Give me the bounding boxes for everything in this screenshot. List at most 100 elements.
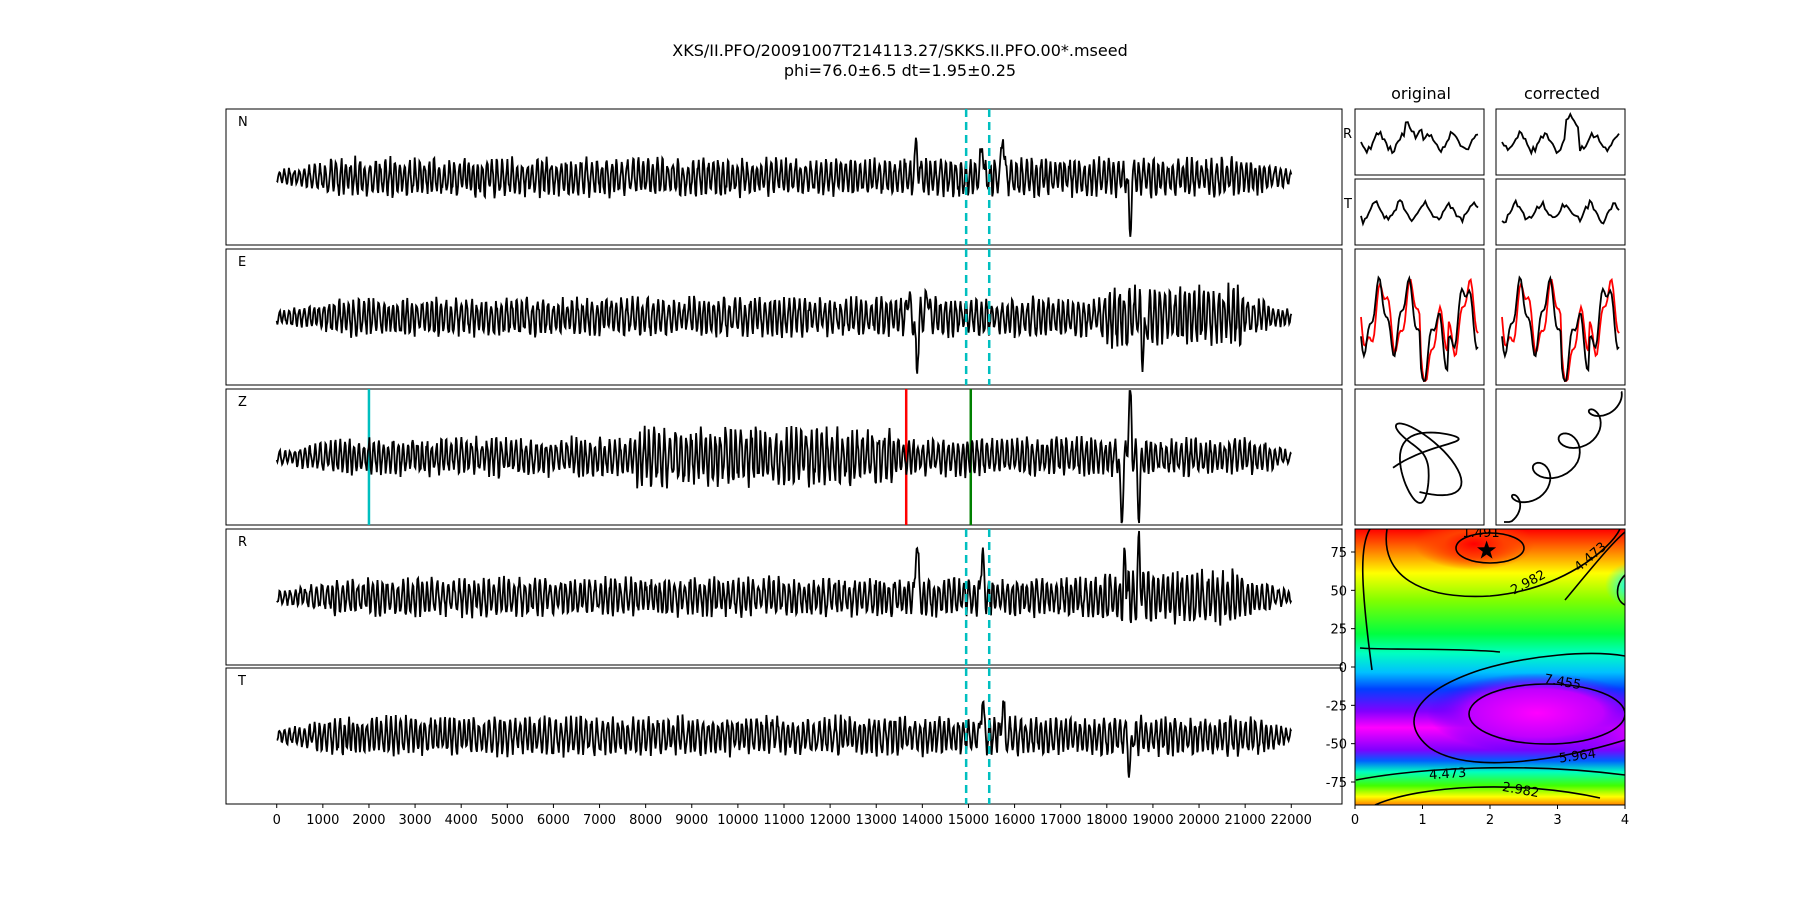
es-x-tick-label: 4 <box>1621 813 1629 828</box>
column-title-original: original <box>1391 84 1451 103</box>
contour-line <box>1616 574 1625 606</box>
x-tick-label: 6000 <box>537 813 570 828</box>
contour-label: 4.473 <box>1429 766 1467 784</box>
x-tick-label: 5000 <box>491 813 524 828</box>
waveform-x-axis: 0 1000 2000 3000 4000 5000 6000 7000 8000 9000 100… <box>273 804 1312 828</box>
x-tick-label: 0 <box>273 813 281 828</box>
small-panel-frame <box>1354 178 1485 246</box>
contour-line <box>1361 529 1373 671</box>
small-panel <box>1354 178 1485 246</box>
trace-label: T <box>237 674 246 689</box>
x-tick-label: 1000 <box>306 813 339 828</box>
x-tick-label: 15000 <box>948 813 989 828</box>
contour-line <box>1468 683 1625 745</box>
error-surface-max-region <box>1427 673 1625 753</box>
contour-line <box>1355 766 1625 781</box>
x-tick-label: 3000 <box>399 813 432 828</box>
es-x-tick-label: 0 <box>1351 813 1359 828</box>
contour-line <box>1385 529 1621 598</box>
best-fit-star <box>1477 540 1497 559</box>
contour-line <box>1359 647 1501 653</box>
contour-line <box>1455 532 1525 564</box>
es-y-tick-label: -50 <box>1326 738 1347 753</box>
north-trace <box>1360 274 1479 383</box>
x-tick-label: 14000 <box>902 813 943 828</box>
component-trace <box>1501 198 1620 225</box>
chart-title-line-2: phi=76.0±6.5 dt=1.95±0.25 <box>784 61 1016 80</box>
seismogram-trace <box>276 137 1293 237</box>
small-panel <box>1495 388 1626 526</box>
component-trace <box>1360 121 1479 155</box>
es-y-tick-label: 25 <box>1330 623 1347 638</box>
es-x-tick-label: 3 <box>1553 813 1561 828</box>
contour-label: 1.491 <box>1462 526 1499 541</box>
x-tick-label: 17000 <box>1040 813 1081 828</box>
small-panel <box>1354 388 1485 526</box>
trace-panel-frame <box>225 528 1343 666</box>
small-panel-frame <box>1495 178 1626 246</box>
component-row-label: R <box>1343 127 1352 142</box>
error-surface-edge-region <box>1605 563 1625 607</box>
x-tick-label: 4000 <box>445 813 478 828</box>
small-panel-frame <box>1495 108 1626 176</box>
small-panel-frame <box>1354 108 1485 176</box>
component-trace <box>1501 111 1620 156</box>
es-y-tick-label: 0 <box>1339 661 1347 676</box>
x-tick-label: 20000 <box>1178 813 1219 828</box>
seismogram-trace <box>275 282 1293 374</box>
x-tick-label: 8000 <box>629 813 662 828</box>
x-tick-label: 12000 <box>809 813 850 828</box>
trace-panel-e: E <box>225 248 1343 386</box>
component-row-label: T <box>1343 197 1352 212</box>
waveform-panels: N E Z R T <box>225 108 1343 805</box>
seismogram-trace <box>276 530 1293 626</box>
component-trace <box>1360 199 1479 227</box>
small-panel-frame <box>1495 248 1626 386</box>
contour-label: 5.964 <box>1558 747 1597 767</box>
chart-title-line-1: XKS/II.PFO/20091007T214113.27/SKKS.II.PF… <box>672 41 1127 60</box>
small-panel-frame <box>1354 388 1485 526</box>
error-surface-min-region <box>1414 529 1534 570</box>
trace-panel-r: R <box>225 528 1343 666</box>
trace-label: R <box>238 535 247 550</box>
trace-panel-t: T <box>225 667 1343 805</box>
es-x-tick-label: 1 <box>1418 813 1426 828</box>
trace-panel-frame <box>225 108 1343 246</box>
seismogram-trace <box>275 390 1292 524</box>
x-tick-label: 21000 <box>1224 813 1265 828</box>
contour-line <box>1564 531 1625 601</box>
seismogram-trace <box>276 699 1293 778</box>
contour-label: 7.455 <box>1543 672 1582 693</box>
north-trace <box>1501 274 1620 383</box>
es-y-tick-label: 50 <box>1330 584 1347 599</box>
small-panel <box>1495 178 1626 246</box>
particle-motion-panels: RT <box>1343 108 1626 526</box>
x-tick-label: 2000 <box>352 813 385 828</box>
x-tick-label: 13000 <box>856 813 897 828</box>
trace-panel-frame <box>225 248 1343 386</box>
trace-label: Z <box>238 395 247 410</box>
trace-panel-z: Z <box>225 388 1343 526</box>
particle-motion-trace <box>1392 422 1463 504</box>
trace-panel-n: N <box>225 108 1343 246</box>
contour-line <box>1374 786 1601 805</box>
column-title-corrected: corrected <box>1524 84 1600 103</box>
small-panel <box>1495 248 1626 386</box>
x-tick-label: 22000 <box>1271 813 1312 828</box>
es-y-tick-label: 75 <box>1330 546 1347 561</box>
small-panel-frame <box>1495 388 1626 526</box>
small-panel <box>1354 108 1485 176</box>
small-panel <box>1354 248 1485 386</box>
x-tick-label: 19000 <box>1132 813 1173 828</box>
es-y-tick-label: -75 <box>1326 776 1347 791</box>
es-y-tick-label: -25 <box>1326 699 1347 714</box>
particle-motion-trace <box>1504 391 1623 523</box>
x-tick-label: 10000 <box>717 813 758 828</box>
es-x-tick-label: 2 <box>1486 813 1494 828</box>
trace-label: N <box>238 115 248 130</box>
x-tick-label: 11000 <box>763 813 804 828</box>
contour-label: 2.982 <box>1501 780 1540 801</box>
trace-panel-frame <box>225 388 1343 526</box>
